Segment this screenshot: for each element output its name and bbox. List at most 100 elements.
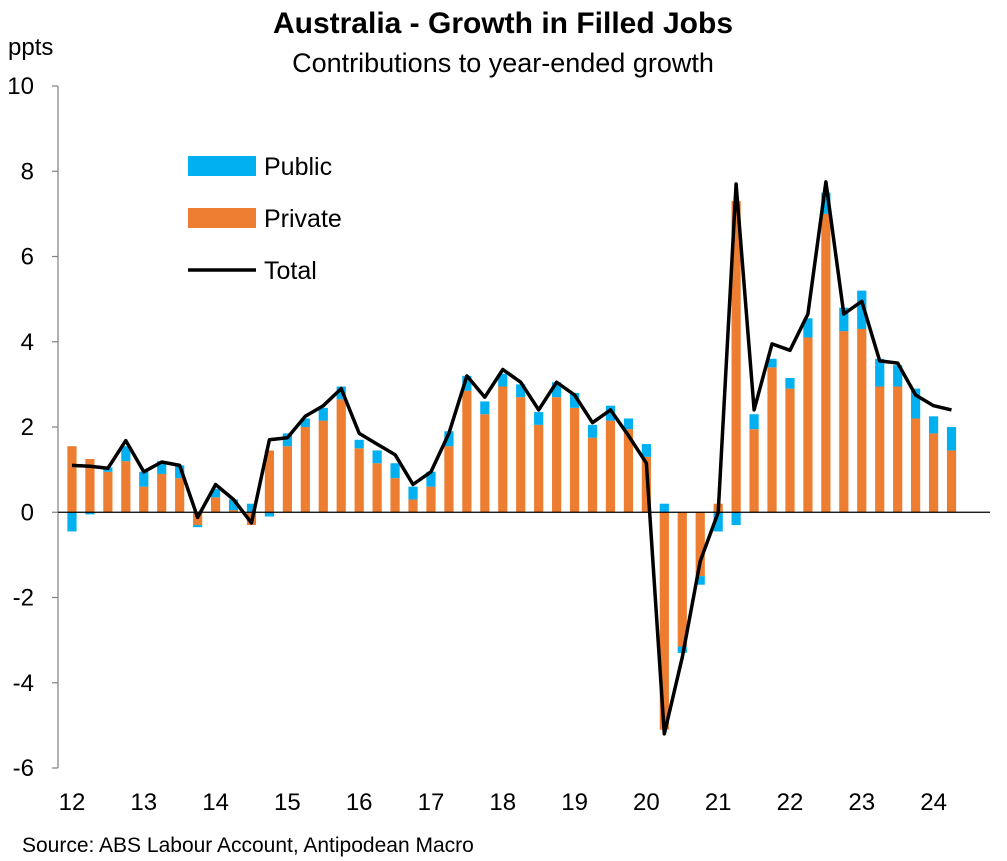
- private-bar: [695, 512, 705, 577]
- y-tick-label: -4: [13, 670, 34, 697]
- public-bar: [857, 290, 867, 329]
- x-tick-label: 17: [418, 789, 445, 816]
- public-bar: [354, 439, 364, 449]
- chart-subtitle: Contributions to year-ended growth: [292, 48, 714, 78]
- private-bar: [426, 486, 436, 513]
- private-bar: [821, 213, 831, 513]
- total-line: [71, 180, 952, 736]
- public-bar: [210, 488, 221, 498]
- private-bar: [659, 512, 669, 730]
- public-bar: [498, 373, 508, 387]
- public-bar: [318, 407, 328, 421]
- private-bar: [67, 446, 77, 513]
- public-bar: [282, 433, 292, 447]
- private-bar: [408, 499, 418, 513]
- private-bar: [839, 331, 849, 513]
- private-bar: [390, 478, 400, 513]
- public-bar: [157, 461, 167, 474]
- public-bar: [193, 525, 203, 528]
- x-tick-label: 24: [920, 789, 947, 816]
- public-bar: [552, 382, 562, 398]
- private-bar: [587, 437, 598, 513]
- private-bar: [372, 463, 382, 513]
- private-bar: [300, 427, 310, 513]
- private-bar: [318, 420, 328, 513]
- private-bar: [677, 512, 687, 647]
- public-bar: [408, 486, 418, 500]
- public-bar: [264, 512, 275, 517]
- public-bar: [839, 307, 849, 332]
- private-bar: [228, 510, 239, 513]
- private-bar: [157, 473, 167, 513]
- public-bar: [480, 401, 490, 415]
- public-bar: [623, 418, 634, 430]
- public-bar: [659, 503, 669, 513]
- x-tick-label: 12: [59, 789, 86, 816]
- legend-swatch-public: [188, 156, 256, 176]
- public-bar: [300, 418, 310, 427]
- x-tick-label: 18: [489, 789, 516, 816]
- y-tick-label: 4: [21, 329, 34, 356]
- private-bar: [803, 337, 813, 513]
- x-tick-label: 23: [848, 789, 875, 816]
- public-bar: [67, 512, 77, 532]
- public-bar: [462, 375, 472, 391]
- public-bar: [713, 512, 723, 532]
- private-bar: [946, 450, 957, 513]
- public-bar: [444, 431, 454, 447]
- public-bar: [911, 388, 921, 419]
- public-bar: [785, 377, 795, 389]
- private-bar: [928, 433, 939, 513]
- private-bar: [210, 497, 221, 513]
- public-bar: [946, 427, 957, 451]
- public-bar: [767, 358, 777, 368]
- public-bar: [569, 392, 580, 408]
- x-tick-label: 21: [705, 789, 732, 816]
- y-tick-label: 2: [21, 414, 34, 441]
- y-tick-label: -6: [13, 755, 34, 782]
- x-tick-label: 13: [130, 789, 157, 816]
- public-bar: [534, 412, 544, 425]
- public-bar: [641, 444, 651, 457]
- public-bar: [121, 446, 131, 462]
- private-bar: [893, 386, 903, 513]
- public-bar: [85, 512, 95, 515]
- public-bar: [175, 465, 185, 479]
- public-bar: [372, 450, 382, 464]
- private-bar: [731, 201, 741, 513]
- legend-label-public: Public: [264, 153, 332, 181]
- x-tick-label: 14: [202, 789, 229, 816]
- legend: Public Private Total: [188, 153, 342, 285]
- public-bar: [928, 416, 939, 434]
- private-bar: [767, 367, 777, 513]
- public-bar: [390, 463, 400, 479]
- x-tick-label: 19: [561, 789, 588, 816]
- private-bar: [354, 448, 364, 513]
- y-tick-label: -2: [13, 585, 34, 612]
- legend-label-total: Total: [264, 257, 317, 285]
- private-bar: [552, 397, 562, 513]
- private-bar: [103, 471, 113, 513]
- private-bar: [569, 407, 580, 513]
- y-axis-unit-label: ppts: [8, 34, 53, 61]
- private-bar: [121, 461, 131, 513]
- public-bar: [139, 471, 149, 487]
- x-axis-ticks: 12 13 14 15 16 17 18 19 20 21 22 23 24: [59, 789, 947, 816]
- x-tick-label: 16: [346, 789, 373, 816]
- private-bar: [516, 397, 526, 513]
- public-bar: [426, 471, 436, 487]
- x-tick-label: 15: [274, 789, 301, 816]
- x-tick-label: 20: [633, 789, 660, 816]
- y-axis-ticks: -6 -4 -2 0 2 4 6 8 10: [7, 73, 58, 782]
- y-tick-label: 8: [21, 158, 34, 185]
- private-bar: [175, 478, 185, 513]
- public-bar: [587, 424, 598, 438]
- private-bar: [336, 399, 346, 513]
- public-bar: [228, 499, 239, 511]
- x-tick-label: 22: [777, 789, 804, 816]
- private-bar: [911, 418, 921, 513]
- chart-title: Australia - Growth in Filled Jobs: [273, 7, 733, 40]
- private-bar: [749, 429, 759, 513]
- private-bar: [498, 386, 508, 513]
